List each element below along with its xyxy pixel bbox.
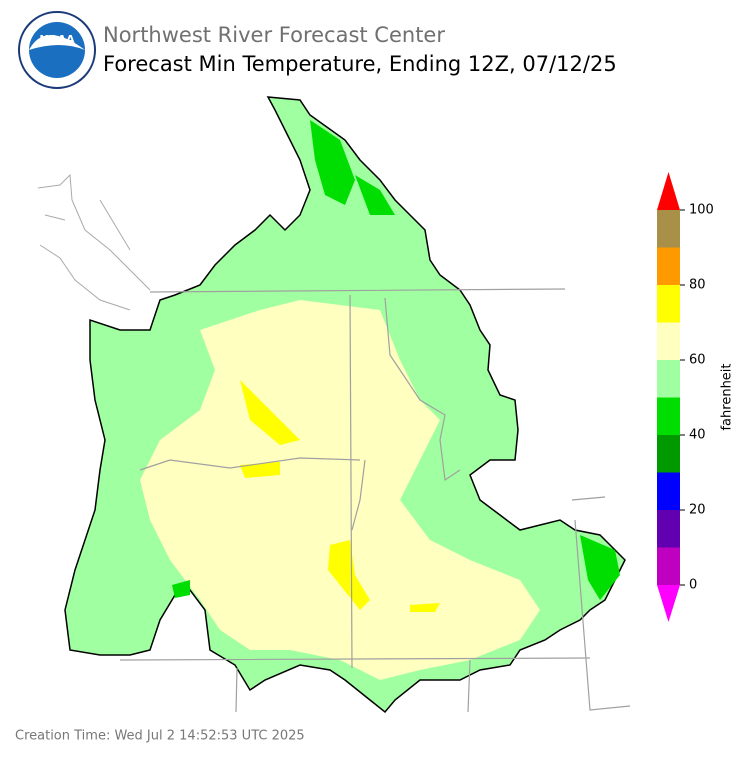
- color-bin: [657, 360, 680, 398]
- under-triangle: [657, 585, 680, 622]
- agency-name: Northwest River Forecast Center: [103, 23, 445, 47]
- state-boundaries: [119, 288, 631, 713]
- logo-text: NOAA: [39, 33, 75, 46]
- colorbar-tick-label: 40: [689, 428, 706, 443]
- color-bin: [657, 510, 680, 548]
- colorbar-tick-label: 60: [689, 353, 706, 368]
- color-bin: [657, 285, 680, 323]
- colorbar-tick-label: 100: [689, 203, 714, 218]
- color-bin: [657, 397, 680, 435]
- hot-spots: [240, 380, 440, 612]
- color-bin: [657, 547, 680, 585]
- colorbar-tick-label: 20: [689, 503, 706, 518]
- colorbar-label: fahrenheit: [720, 363, 735, 430]
- warm-region: [140, 300, 540, 680]
- color-bin: [657, 322, 680, 360]
- map-title: Forecast Min Temperature, Ending 12Z, 07…: [103, 52, 617, 76]
- color-bin: [657, 210, 680, 248]
- over-triangle: [657, 172, 680, 210]
- coastline: [37, 173, 151, 311]
- color-bin: [657, 472, 680, 510]
- color-bin: [657, 247, 680, 285]
- colorbar-tick-label: 0: [689, 578, 697, 593]
- noaa-logo: NOAA: [18, 11, 96, 89]
- colorbar-tick-label: 80: [689, 278, 706, 293]
- creation-time: Creation Time: Wed Jul 2 14:52:53 UTC 20…: [15, 729, 305, 744]
- color-bin: [657, 435, 680, 473]
- colorbar: 0 20 40 60 80 100: [657, 172, 714, 622]
